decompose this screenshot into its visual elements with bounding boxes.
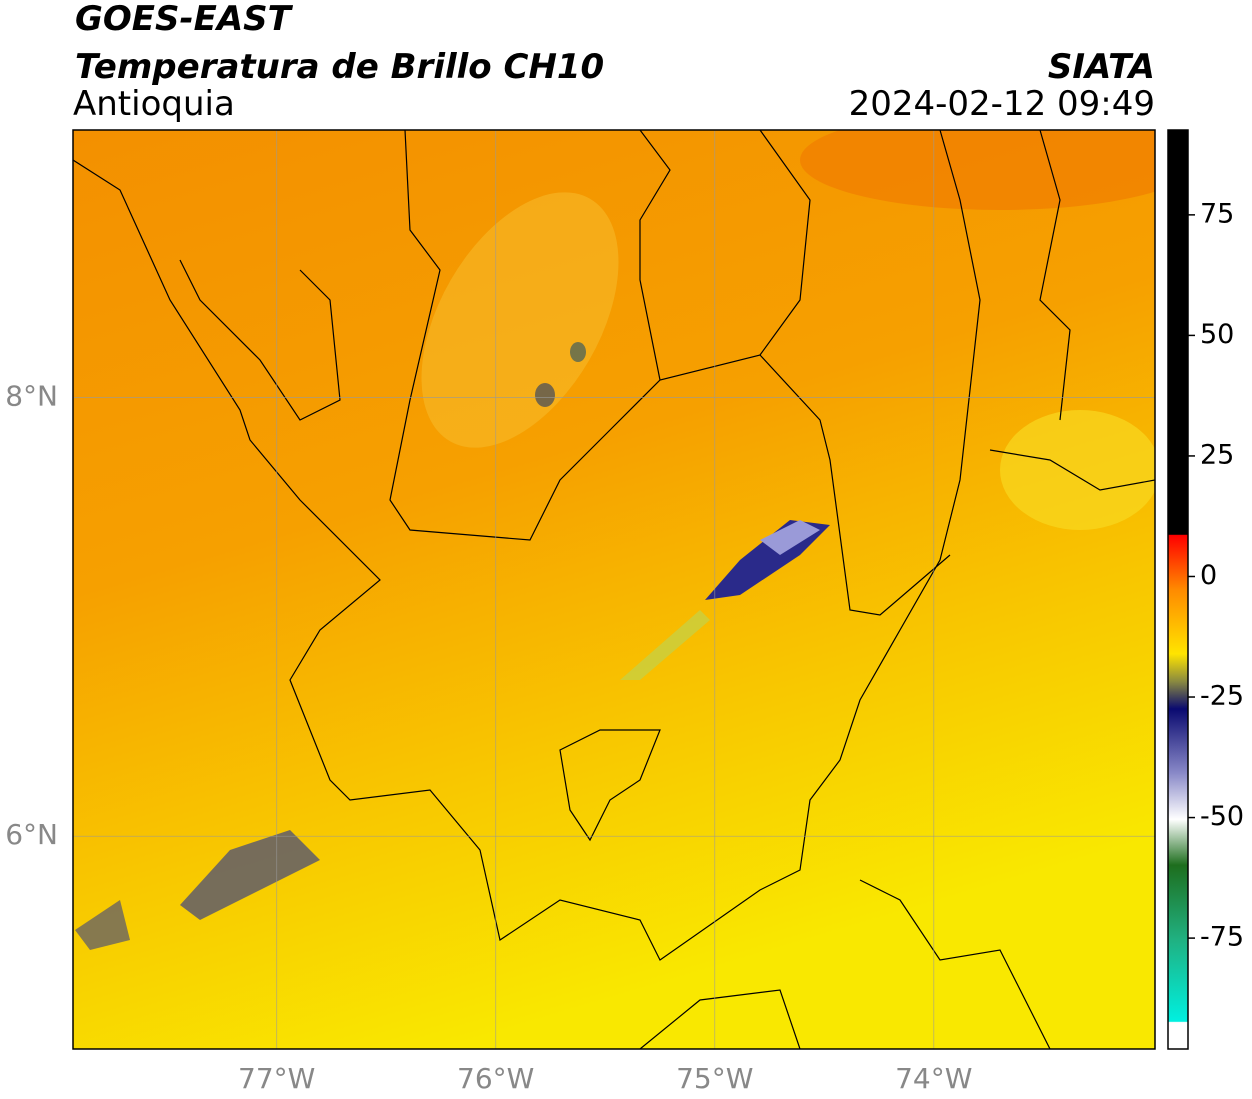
lon-tick-label: 75°W <box>676 1062 753 1095</box>
colorbar-tick-label: 50 <box>1200 319 1234 350</box>
lat-tick-label: 6°N <box>5 818 58 851</box>
colorbar-tick-label: -75 <box>1200 922 1244 953</box>
colorbar-tick-label: -25 <box>1200 681 1244 712</box>
map-image <box>73 130 1155 1049</box>
lon-tick-label: 77°W <box>238 1062 315 1095</box>
colorbar <box>1167 129 1189 1050</box>
colorbar-tick-label: 25 <box>1200 439 1234 470</box>
colorbar-tick-label: -50 <box>1200 801 1244 832</box>
datetime: 2024-02-12 09:49 <box>849 84 1155 124</box>
map-frame <box>72 129 1156 1050</box>
region: Antioquia <box>73 84 235 124</box>
subtitle: Temperatura de Brillo CH10 <box>75 47 604 87</box>
lon-tick-label: 76°W <box>457 1062 534 1095</box>
lon-tick-label: 74°W <box>895 1062 972 1095</box>
colorbar-tick-label: 75 <box>1200 198 1234 229</box>
grid <box>73 130 1155 1049</box>
lat-tick-label: 8°N <box>5 380 58 413</box>
source: SIATA <box>1048 47 1155 87</box>
title: GOES-EAST <box>75 0 294 39</box>
colorbar-tick-label: 0 <box>1200 560 1217 591</box>
